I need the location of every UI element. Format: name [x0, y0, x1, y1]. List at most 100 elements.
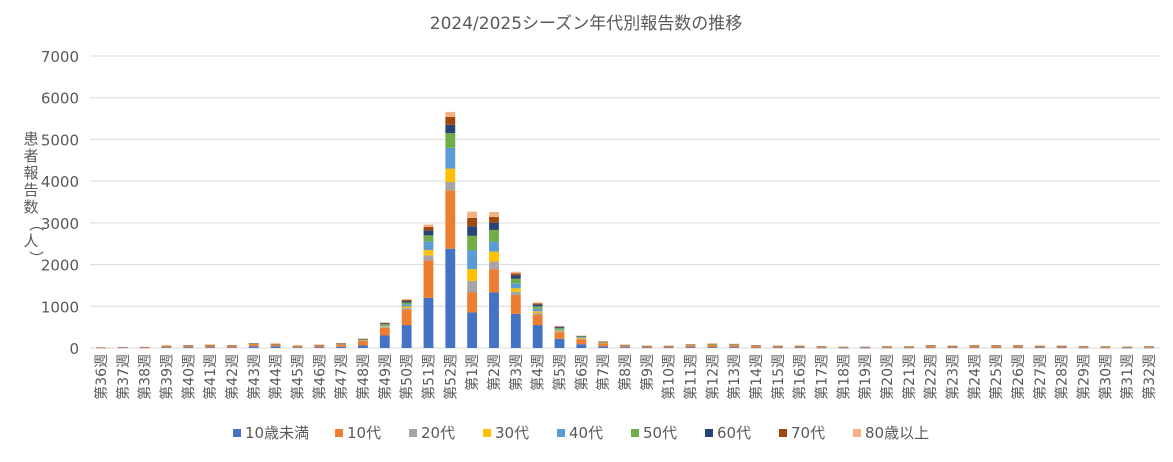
bar-segment: [1034, 345, 1045, 347]
bar-segment: [96, 347, 106, 348]
legend-label: 50代: [643, 424, 677, 442]
bar-segment: [117, 347, 128, 349]
bar-segment: [1078, 347, 1089, 349]
bar-segment: [161, 345, 172, 348]
bar-segment: [205, 345, 216, 348]
bar-segment: [554, 326, 565, 327]
bar-segment: [510, 295, 521, 314]
x-tick-label: 第17週: [814, 354, 831, 400]
x-tick-label: 第47週: [333, 354, 350, 400]
bar-segment: [489, 217, 499, 223]
bar-segment: [183, 347, 194, 348]
bar-segment: [183, 345, 194, 346]
legend-swatch: [557, 429, 565, 437]
bar-segment: [314, 344, 325, 346]
bar-segment: [248, 346, 259, 348]
bar-segment: [729, 347, 740, 348]
x-tick-label: 第13週: [726, 354, 743, 400]
bar-segment: [729, 345, 740, 348]
x-tick-label: 第14週: [748, 354, 765, 400]
legend-label: 10代: [347, 424, 381, 442]
bar-segment: [314, 347, 325, 348]
bar-segment: [991, 345, 1002, 348]
x-tick-label: 第4週: [530, 354, 547, 391]
bar-segment: [161, 345, 172, 346]
bar-segment: [401, 307, 412, 310]
bar-segment: [401, 304, 412, 307]
bar-segment: [772, 346, 783, 348]
bar-segment: [620, 347, 630, 348]
y-axis-ticks: 0 1000 2000 3000 4000 5000 6000 7000: [41, 48, 79, 358]
bar-segment: [1122, 347, 1133, 349]
x-tick-label: 第41週: [202, 354, 219, 400]
bar-segment: [532, 308, 543, 312]
bar-segment: [532, 304, 543, 307]
bar-segment: [903, 345, 914, 347]
legend-swatch: [233, 429, 241, 437]
bar-segment: [554, 327, 565, 328]
bar-segment: [598, 341, 609, 342]
x-tick-label: 第42週: [224, 354, 241, 400]
x-tick-label: 第27週: [1032, 354, 1049, 400]
bar-segment: [358, 340, 368, 341]
x-tick-label: 第32週: [1141, 354, 1158, 400]
bar-segment: [489, 251, 499, 262]
bar-segment: [358, 339, 368, 340]
x-tick-label: 第29週: [1076, 354, 1093, 400]
bar-segment: [707, 343, 718, 344]
bar-segment: [772, 345, 783, 347]
bar-segment: [794, 346, 805, 348]
bar-segment: [1034, 346, 1045, 348]
bar-segment: [947, 345, 958, 347]
bar-segment: [1144, 347, 1154, 349]
bar-segment: [554, 332, 565, 339]
x-tick-label: 第16週: [792, 354, 809, 400]
chart-title: 2024/2025シーズン年代別報告数の推移: [430, 14, 742, 34]
bar-segment: [991, 345, 1002, 346]
y-tick-label: 4000: [41, 173, 79, 191]
bar-segment: [467, 250, 478, 270]
x-tick-label: 第25週: [988, 354, 1005, 400]
bar-segment: [1078, 346, 1089, 347]
bar-segment: [489, 292, 499, 348]
bar-segment: [576, 336, 587, 337]
bar-segment: [947, 347, 958, 349]
bar-segment: [445, 147, 456, 169]
bar-segment: [751, 345, 761, 348]
x-tick-label: 第38週: [137, 354, 154, 400]
bar-segment: [510, 273, 521, 276]
x-tick-label: 第5週: [551, 354, 568, 391]
x-tick-label: 第22週: [923, 354, 940, 400]
bar-segment: [794, 347, 805, 349]
bar-segment: [489, 222, 499, 230]
bar-segment: [620, 345, 630, 348]
bar-segment: [401, 299, 412, 301]
bar-segment: [379, 326, 390, 328]
bar-segment: [358, 338, 368, 339]
bar-segment: [532, 311, 543, 313]
y-label-char: ）: [27, 250, 45, 265]
bar-segment: [379, 327, 390, 336]
bar-segment: [685, 345, 696, 348]
x-tick-label: 第12週: [704, 354, 721, 400]
bar-segment: [510, 291, 521, 296]
x-tick-label: 第43週: [246, 354, 263, 400]
bar-segment: [532, 325, 543, 348]
bar-segment: [1100, 347, 1111, 349]
legend-swatch: [705, 429, 713, 437]
bar-segment: [576, 344, 587, 348]
grid-lines: [90, 55, 1160, 349]
legend-label: 70代: [791, 424, 825, 442]
bar-segment: [423, 230, 434, 236]
bar-segment: [641, 346, 652, 348]
bar-segment: [554, 326, 565, 328]
bar-segment: [925, 347, 936, 349]
bar-segment: [554, 330, 565, 332]
bar-segment: [598, 341, 609, 343]
bar-segment: [401, 325, 412, 348]
bar-segment: [117, 346, 128, 348]
bar-segment: [379, 324, 390, 326]
legend-swatch: [409, 429, 417, 437]
bar-segment: [576, 336, 587, 338]
bar-segment: [467, 235, 478, 251]
